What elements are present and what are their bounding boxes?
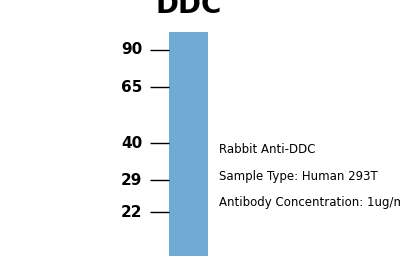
Text: DDC: DDC — [155, 0, 222, 19]
Text: Sample Type: Human 293T: Sample Type: Human 293T — [219, 170, 378, 183]
Text: 22: 22 — [121, 205, 142, 220]
Text: 40: 40 — [121, 136, 142, 151]
Text: 29: 29 — [121, 173, 142, 188]
Text: 90: 90 — [121, 42, 142, 57]
Text: 65: 65 — [121, 80, 142, 95]
Text: Antibody Concentration: 1ug/mL: Antibody Concentration: 1ug/mL — [219, 196, 400, 209]
Text: Rabbit Anti-DDC: Rabbit Anti-DDC — [219, 143, 316, 156]
